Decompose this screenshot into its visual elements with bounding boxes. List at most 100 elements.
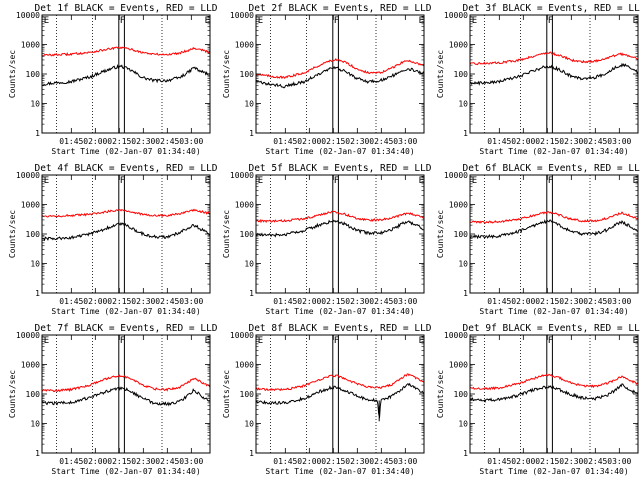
lld-series-line bbox=[469, 51, 639, 66]
x-tick-label: 01:45 bbox=[59, 137, 83, 146]
y-tick-label: 100 bbox=[454, 230, 469, 239]
x-tick-label: 02:00 bbox=[83, 137, 107, 146]
panel-title: Det 6f BLACK = Events, RED = LLD bbox=[462, 163, 640, 174]
x-tick-label: 02:30 bbox=[559, 457, 583, 466]
x-axis-label: Start Time (02-Jan-07 01:34:40) bbox=[479, 147, 628, 156]
y-tick-label: 1 bbox=[463, 289, 468, 298]
x-tick-label: 02:45 bbox=[583, 457, 607, 466]
detector-panel-7: Det 7f BLACK = Events, RED = LLD F E E 1 10 10… bbox=[8, 323, 218, 476]
panel-title: Det 5f BLACK = Events, RED = LLD bbox=[248, 163, 431, 174]
x-tick-label: 03:00 bbox=[179, 297, 203, 306]
y-tick-label: 10000 bbox=[16, 171, 40, 180]
x-axis-label: Start Time (02-Jan-07 01:34:40) bbox=[51, 467, 200, 476]
y-tick-label: 100 bbox=[26, 230, 41, 239]
plot-frame bbox=[41, 174, 211, 294]
x-tick-label: 01:45 bbox=[59, 297, 83, 306]
events-series-line bbox=[255, 219, 425, 238]
y-tick-label: 1 bbox=[35, 449, 40, 458]
e-marker-label: E bbox=[419, 16, 424, 26]
events-series-line bbox=[255, 382, 425, 422]
y-tick-label: 10 bbox=[30, 100, 40, 109]
x-tick-label: 03:00 bbox=[607, 297, 631, 306]
y-axis-label: Counts/sec bbox=[222, 210, 231, 258]
x-tick-label: 01:45 bbox=[273, 137, 297, 146]
y-tick-label: 1000 bbox=[21, 201, 40, 210]
detector-panel-9: Det 9f BLACK = Events, RED = LLD F E E 1 10 10… bbox=[436, 323, 640, 476]
y-axis-label: Counts/sec bbox=[8, 210, 17, 258]
f-marker-label: F bbox=[548, 336, 553, 346]
f-marker-label: F bbox=[120, 176, 125, 186]
y-tick-label: 10000 bbox=[444, 331, 468, 340]
e-marker-label: E bbox=[419, 176, 424, 186]
x-tick-label: 03:00 bbox=[393, 457, 417, 466]
panel-title: Det 1f BLACK = Events, RED = LLD bbox=[34, 3, 217, 14]
y-axis-label: Counts/sec bbox=[222, 370, 231, 418]
x-axis-label: Start Time (02-Jan-07 01:34:40) bbox=[51, 147, 200, 156]
y-tick-label: 1000 bbox=[21, 41, 40, 50]
x-tick-label: 01:45 bbox=[59, 457, 83, 466]
x-tick-label: 02:15 bbox=[321, 137, 345, 146]
x-axis-label: Start Time (02-Jan-07 01:34:40) bbox=[265, 467, 414, 476]
x-tick-label: 03:00 bbox=[607, 457, 631, 466]
events-series-line bbox=[469, 219, 638, 240]
x-axis-label: Start Time (02-Jan-07 01:34:40) bbox=[479, 307, 628, 316]
y-axis-label: Counts/sec bbox=[222, 50, 231, 98]
x-tick-label: 02:00 bbox=[297, 457, 321, 466]
y-tick-label: 10000 bbox=[16, 331, 40, 340]
y-tick-label: 100 bbox=[26, 70, 41, 79]
x-tick-label: 02:00 bbox=[511, 137, 535, 146]
lld-series-line bbox=[469, 211, 639, 224]
y-tick-label: 100 bbox=[26, 390, 41, 399]
x-tick-label: 02:30 bbox=[345, 137, 369, 146]
e-marker-label: E bbox=[44, 16, 49, 26]
y-tick-label: 10 bbox=[244, 100, 254, 109]
x-axis-label: Start Time (02-Jan-07 01:34:40) bbox=[265, 147, 414, 156]
detector-panel-4: Det 4f BLACK = Events, RED = LLD F E E 1 10 10… bbox=[8, 163, 218, 316]
plot-frame bbox=[255, 174, 425, 294]
plot-frame bbox=[41, 334, 211, 454]
y-tick-label: 10 bbox=[30, 260, 40, 269]
lld-series-line bbox=[469, 373, 639, 391]
e-marker-label: E bbox=[258, 16, 263, 26]
f-marker-label: F bbox=[334, 176, 339, 186]
x-tick-label: 02:30 bbox=[131, 457, 155, 466]
y-tick-label: 100 bbox=[454, 390, 469, 399]
y-tick-label: 10000 bbox=[230, 11, 254, 20]
detector-panel-6: Det 6f BLACK = Events, RED = LLD F E E 1 10 10… bbox=[436, 163, 640, 316]
y-tick-label: 1 bbox=[249, 129, 254, 138]
e-marker-label: E bbox=[44, 336, 49, 346]
y-tick-label: 1 bbox=[463, 129, 468, 138]
y-tick-label: 100 bbox=[454, 70, 469, 79]
y-tick-label: 10 bbox=[30, 420, 40, 429]
e-marker-label: E bbox=[419, 336, 424, 346]
x-tick-label: 01:45 bbox=[487, 457, 511, 466]
x-tick-label: 03:00 bbox=[607, 137, 631, 146]
y-tick-label: 10 bbox=[244, 260, 254, 269]
e-marker-label: E bbox=[633, 336, 638, 346]
x-tick-label: 02:00 bbox=[83, 457, 107, 466]
x-tick-label: 02:00 bbox=[83, 297, 107, 306]
e-marker-label: E bbox=[633, 176, 638, 186]
y-tick-label: 1000 bbox=[235, 361, 254, 370]
x-axis-label: Start Time (02-Jan-07 01:34:40) bbox=[265, 307, 414, 316]
x-axis-label: Start Time (02-Jan-07 01:34:40) bbox=[51, 307, 200, 316]
x-tick-label: 02:00 bbox=[297, 137, 321, 146]
lld-series-line bbox=[255, 373, 425, 392]
events-series-line bbox=[41, 64, 211, 86]
y-tick-label: 10 bbox=[458, 100, 468, 109]
plot-frame bbox=[469, 14, 639, 134]
lld-series-line bbox=[255, 210, 425, 224]
plot-frame bbox=[469, 334, 639, 454]
x-tick-label: 03:00 bbox=[393, 137, 417, 146]
e-marker-label: E bbox=[472, 16, 477, 26]
x-tick-label: 01:45 bbox=[487, 137, 511, 146]
y-tick-label: 100 bbox=[240, 230, 255, 239]
x-tick-label: 02:15 bbox=[535, 297, 559, 306]
x-tick-label: 03:00 bbox=[179, 457, 203, 466]
events-series-line bbox=[41, 386, 211, 407]
lld-series-line bbox=[255, 57, 425, 80]
panel-title: Det 2f BLACK = Events, RED = LLD bbox=[248, 3, 431, 14]
panel-title: Det 3f BLACK = Events, RED = LLD bbox=[462, 3, 640, 14]
y-tick-label: 1000 bbox=[235, 201, 254, 210]
y-tick-label: 1000 bbox=[449, 361, 468, 370]
